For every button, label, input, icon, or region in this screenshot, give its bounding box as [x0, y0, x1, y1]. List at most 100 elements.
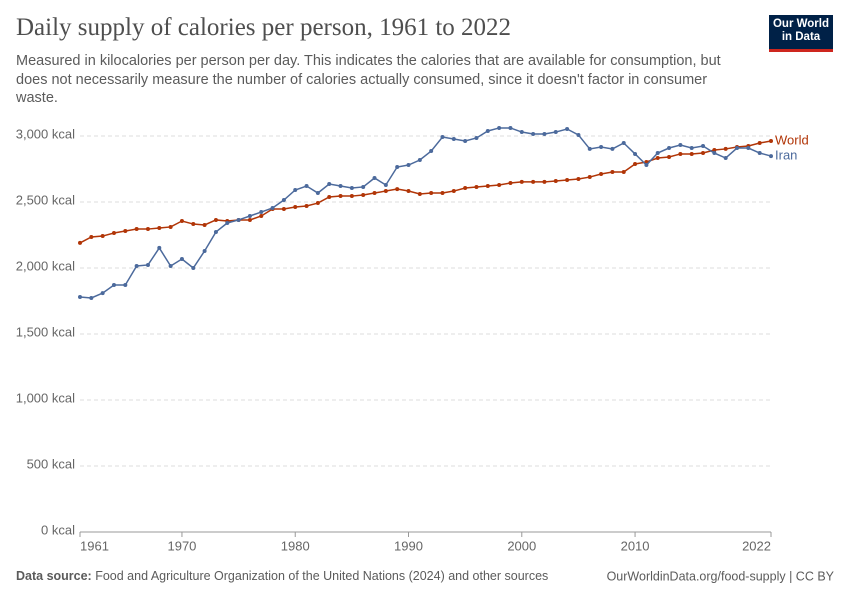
point [599, 144, 604, 149]
point [531, 132, 536, 137]
point [508, 125, 513, 130]
point [689, 151, 694, 156]
point [315, 191, 320, 196]
point [599, 172, 604, 177]
point [372, 191, 377, 196]
point [655, 156, 660, 161]
point [519, 179, 524, 184]
point [259, 210, 264, 215]
point [293, 205, 298, 210]
x-tick-label: 1970 [167, 538, 196, 553]
point [202, 248, 207, 253]
point [191, 266, 196, 270]
point [531, 179, 536, 184]
point [145, 262, 150, 267]
point [349, 194, 354, 199]
point [463, 186, 468, 191]
point [610, 170, 615, 175]
series-line [79, 127, 772, 299]
point [236, 217, 241, 222]
y-tick-label: 2,000 kcal [16, 258, 75, 273]
point [168, 264, 173, 269]
point [100, 234, 105, 239]
point [111, 231, 116, 236]
point [361, 184, 366, 189]
point [304, 184, 309, 189]
point [565, 177, 570, 182]
point [746, 146, 751, 151]
point [712, 151, 717, 156]
point [361, 193, 366, 198]
point [225, 220, 230, 225]
point [485, 184, 490, 189]
point [417, 158, 422, 163]
point [429, 149, 434, 154]
point [497, 182, 502, 187]
credit: OurWorldinData.org/food-supply | CC BY [607, 569, 835, 583]
point [757, 151, 762, 156]
point [281, 198, 286, 203]
point [689, 146, 694, 151]
point [474, 135, 479, 140]
point [395, 165, 400, 170]
point [757, 140, 762, 145]
y-tick-label: 1,500 kcal [16, 324, 75, 339]
subtitle: Measured in kilocalories per person per … [16, 53, 721, 106]
point [417, 191, 422, 196]
point [134, 264, 139, 269]
point [587, 146, 592, 151]
point [327, 194, 332, 199]
point [213, 217, 218, 222]
point [712, 147, 717, 152]
point [769, 139, 773, 144]
point [633, 161, 638, 166]
point [145, 227, 150, 232]
x-tick-label: 2010 [621, 538, 650, 553]
point [123, 283, 128, 288]
point [191, 222, 196, 227]
point [678, 151, 683, 156]
x-tick-label: 2000 [507, 538, 536, 553]
point [723, 146, 728, 151]
point [123, 229, 128, 234]
point [202, 222, 207, 227]
x-tick-label: 2022 [742, 538, 771, 553]
point [633, 151, 638, 156]
point [576, 132, 581, 137]
point [383, 182, 388, 187]
point [644, 163, 649, 168]
point [179, 219, 184, 224]
point [383, 189, 388, 194]
point [451, 189, 456, 194]
logo[interactable]: Our World in Data [769, 15, 833, 52]
point [429, 191, 434, 196]
logo-line: in Data [781, 31, 821, 43]
point [735, 146, 740, 151]
point [576, 177, 581, 182]
point [89, 234, 94, 239]
point [213, 229, 218, 234]
point [111, 283, 116, 288]
source-text: Food and Agriculture Organization of the… [95, 569, 548, 583]
point [621, 170, 626, 175]
point [610, 146, 615, 151]
point [485, 128, 490, 133]
point [497, 125, 502, 130]
point [701, 151, 706, 156]
point [542, 179, 547, 184]
x-tick-label: 1961 [80, 538, 109, 553]
point [327, 182, 332, 187]
point [519, 130, 524, 135]
y-tick-label: 0 kcal [41, 522, 75, 537]
point [406, 163, 411, 168]
point [678, 142, 683, 147]
point [168, 224, 173, 229]
source-label: Data source: [16, 569, 92, 583]
point [667, 154, 672, 159]
point [247, 213, 252, 218]
x-tick-label: 1980 [281, 538, 310, 553]
point [338, 184, 343, 189]
point [451, 137, 456, 142]
point [463, 139, 468, 144]
